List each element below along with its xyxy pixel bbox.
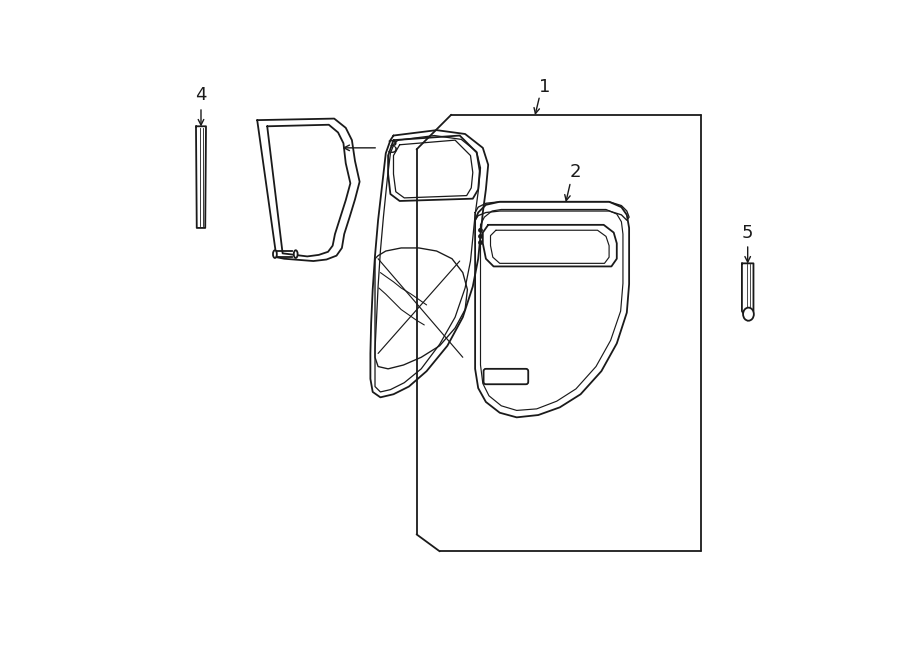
Text: 1: 1 [539,78,550,96]
Text: 5: 5 [742,223,753,241]
Circle shape [479,235,482,238]
Text: 2: 2 [570,163,581,182]
FancyBboxPatch shape [483,369,528,384]
Text: 3: 3 [386,139,398,157]
Text: 4: 4 [195,87,207,104]
Circle shape [479,241,482,245]
Circle shape [479,229,482,232]
Ellipse shape [273,251,277,258]
Ellipse shape [293,251,298,258]
Ellipse shape [743,307,754,321]
